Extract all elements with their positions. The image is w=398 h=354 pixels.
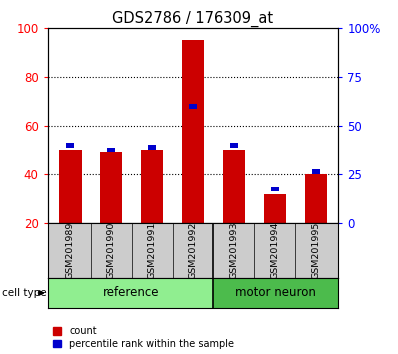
Text: GSM201994: GSM201994 [270,222,279,279]
Bar [304,175,327,223]
Bar [148,145,156,150]
Text: GSM201992: GSM201992 [189,222,197,279]
Bar [48,278,213,308]
Bar [271,187,279,192]
Bar [107,148,115,153]
Text: GSM201991: GSM201991 [148,222,156,279]
Bar [141,150,163,223]
Bar [182,40,204,223]
Title: GDS2786 / 176309_at: GDS2786 / 176309_at [113,11,273,27]
Text: reference: reference [102,286,159,299]
Text: cell type: cell type [2,288,47,298]
Text: motor neuron: motor neuron [236,286,316,299]
Bar [66,143,74,148]
Bar [59,150,82,223]
Legend: count, percentile rank within the sample: count, percentile rank within the sample [53,326,234,349]
Bar [189,104,197,109]
Bar [263,194,286,223]
Text: GSM201993: GSM201993 [230,222,238,279]
Text: GSM201989: GSM201989 [66,222,75,279]
Text: GSM201995: GSM201995 [311,222,320,279]
Bar [312,170,320,175]
Bar [100,153,123,223]
Text: GSM201990: GSM201990 [107,222,116,279]
Bar [223,150,245,223]
Bar [213,278,338,308]
Bar [230,143,238,148]
